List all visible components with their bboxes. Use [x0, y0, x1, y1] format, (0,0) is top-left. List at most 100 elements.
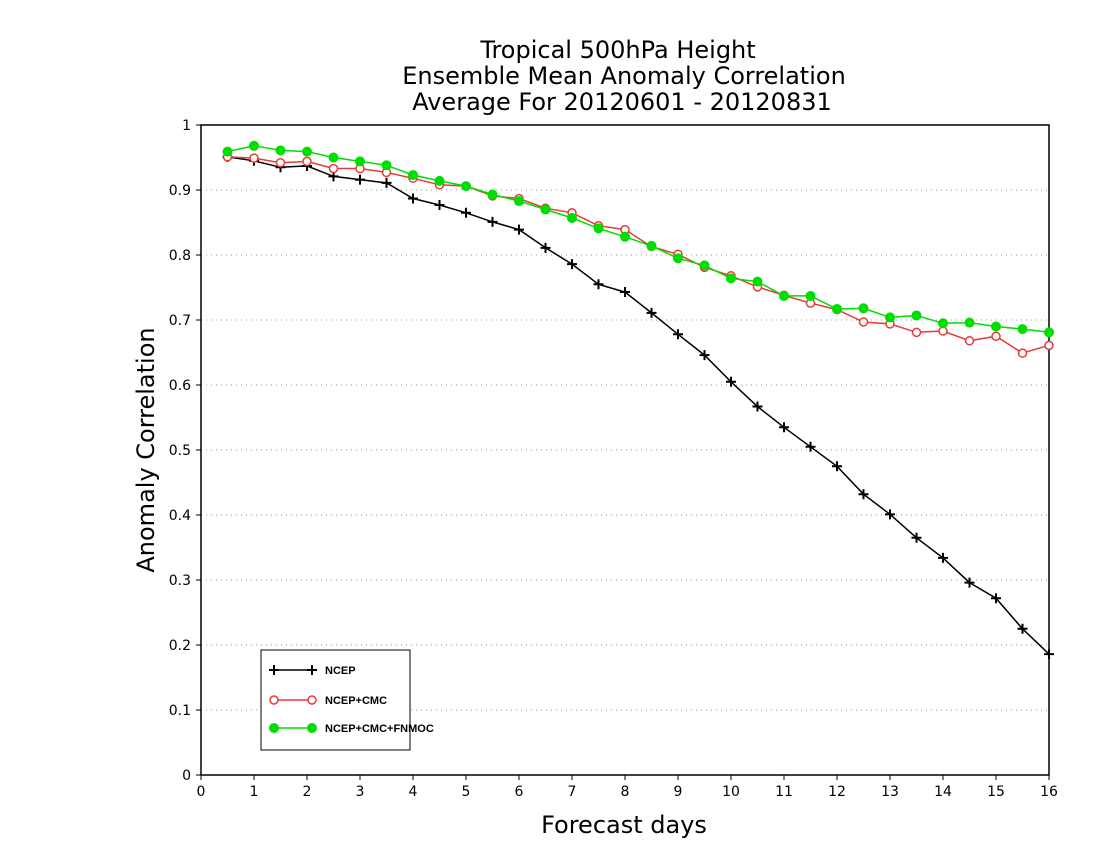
data-point — [805, 441, 816, 452]
y-tick-label: 0.3 — [169, 573, 191, 589]
data-point — [434, 175, 445, 186]
data-point — [355, 174, 365, 185]
data-point — [275, 145, 286, 156]
gridlines — [201, 189, 1049, 711]
chart-title-line-1: Tropical 500hPa Height — [479, 36, 755, 64]
y-tick-label: 0.2 — [169, 638, 191, 654]
data-point — [911, 532, 922, 543]
data-point — [964, 336, 975, 346]
data-point — [1017, 324, 1028, 335]
data-point — [222, 146, 233, 157]
x-tick-label: 8 — [621, 784, 630, 800]
x-tick-label: 15 — [987, 784, 1005, 800]
x-tick-label: 14 — [934, 784, 952, 800]
data-point — [540, 204, 551, 215]
y-tick-label: 0 — [182, 768, 191, 784]
x-tick-label: 12 — [828, 784, 846, 800]
data-point — [646, 240, 657, 251]
data-point — [328, 163, 339, 174]
series-2 — [222, 140, 1054, 338]
series-group — [222, 140, 1054, 660]
data-point — [858, 317, 869, 327]
data-point — [381, 160, 392, 171]
data-point — [567, 212, 577, 223]
series-line — [227, 156, 1050, 354]
series-0 — [222, 151, 1054, 660]
data-point — [938, 318, 948, 329]
series-line — [227, 156, 1050, 655]
data-point — [275, 157, 286, 168]
chart-title: Tropical 500hPa Height Ensemble Mean Ano… — [402, 36, 846, 116]
legend-marker — [307, 665, 317, 675]
legend-label: NCEP+CMC — [325, 695, 387, 707]
y-axis-ticks: 0 0.1 0.2 0.3 0.4 0.5 0.6 0.7 0.8 0.9 1 — [169, 118, 201, 784]
data-point — [752, 276, 763, 287]
legend-label: NCEP+CMC+FNMOC — [325, 723, 434, 735]
data-point — [805, 290, 816, 301]
legend-marker — [269, 723, 279, 733]
legend-marker — [269, 665, 279, 675]
data-point — [673, 253, 683, 264]
data-point — [991, 331, 1001, 341]
data-point — [938, 552, 948, 563]
legend-label: NCEP — [325, 665, 356, 677]
data-point — [1017, 623, 1028, 634]
data-point — [1017, 348, 1028, 358]
data-point — [302, 156, 312, 167]
data-point — [832, 303, 842, 314]
data-point — [964, 577, 975, 588]
x-tick-label: 16 — [1040, 784, 1058, 800]
y-tick-label: 0.7 — [169, 313, 191, 329]
x-tick-label: 5 — [462, 784, 471, 800]
x-tick-label: 4 — [409, 784, 418, 800]
data-point — [832, 461, 842, 472]
x-tick-label: 9 — [674, 784, 683, 800]
data-point — [858, 303, 869, 314]
data-point — [514, 196, 524, 207]
legend-items: NCEP NCEP+CMC NCEP+CMC+FNMOC — [269, 665, 434, 735]
legend-marker — [307, 723, 317, 733]
y-tick-label: 0.1 — [169, 703, 191, 719]
data-point — [302, 146, 312, 157]
data-point — [858, 489, 869, 500]
data-point — [646, 307, 657, 318]
data-point — [434, 199, 445, 210]
data-point — [540, 242, 551, 253]
data-point — [779, 290, 789, 301]
series-line — [227, 145, 1050, 334]
data-point — [408, 170, 418, 181]
x-tick-label: 13 — [881, 784, 899, 800]
chart-title-line-2: Ensemble Mean Anomaly Correlation — [402, 62, 846, 90]
data-point — [487, 216, 498, 227]
data-point — [752, 401, 763, 412]
x-axis-ticks: 0 1 2 3 4 5 6 7 8 9 10 11 12 13 14 15 16 — [197, 775, 1058, 800]
data-point — [593, 279, 604, 290]
y-axis-label: Anomaly Correlation — [132, 327, 160, 572]
data-point — [461, 181, 471, 192]
data-point — [726, 273, 736, 284]
data-point — [487, 189, 498, 200]
data-point — [620, 287, 630, 298]
data-point — [885, 312, 895, 323]
data-point — [567, 259, 577, 270]
legend-marker — [269, 695, 279, 705]
data-point — [355, 156, 365, 167]
x-tick-label: 6 — [515, 784, 524, 800]
legend-item: NCEP+CMC — [269, 695, 387, 707]
x-tick-label: 1 — [250, 784, 259, 800]
data-point — [328, 152, 339, 163]
data-point — [991, 321, 1001, 332]
x-tick-label: 2 — [303, 784, 312, 800]
legend: NCEP NCEP+CMC NCEP+CMC+FNMOC — [260, 649, 434, 751]
x-tick-label: 11 — [775, 784, 793, 800]
x-tick-label: 0 — [197, 784, 206, 800]
data-point — [726, 376, 736, 387]
data-point — [1044, 649, 1054, 660]
legend-item: NCEP — [269, 665, 356, 677]
chart-title-line-3: Average For 20120601 - 20120831 — [412, 88, 832, 116]
data-point — [911, 310, 922, 321]
data-point — [1044, 327, 1054, 338]
series-1 — [222, 152, 1054, 358]
data-point — [620, 231, 630, 242]
data-point — [885, 509, 895, 520]
